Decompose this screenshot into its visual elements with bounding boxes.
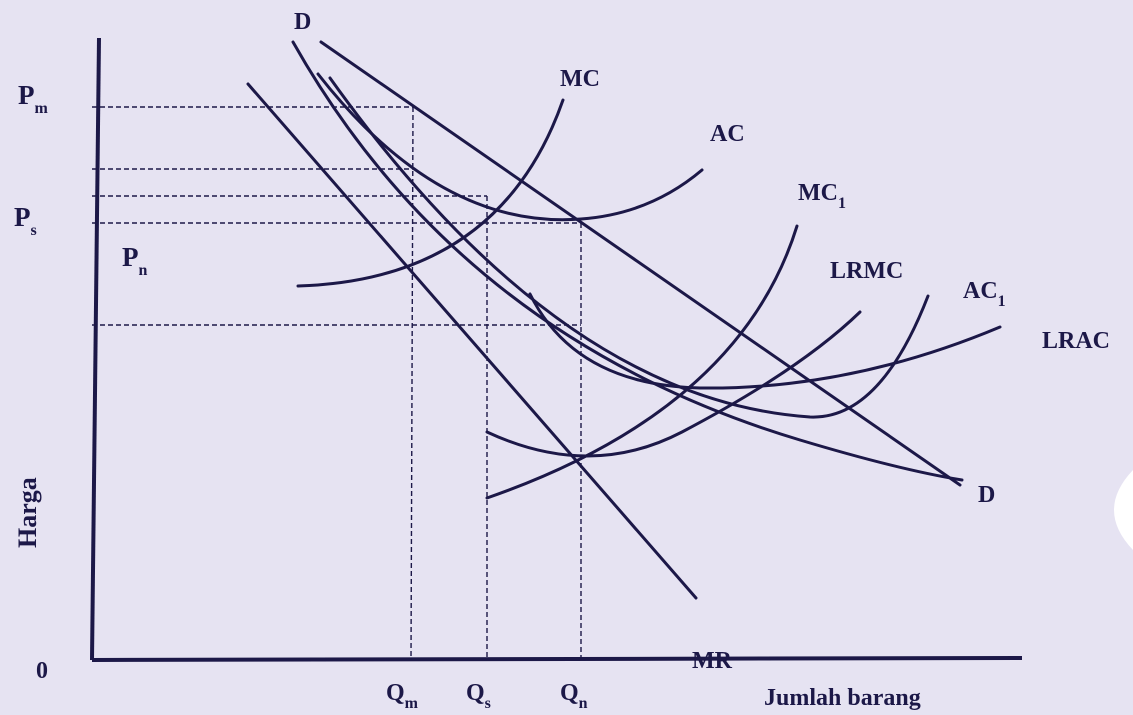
price-label-ps: Ps bbox=[14, 202, 37, 239]
lrac-curve bbox=[328, 76, 930, 419]
mc-label: MC bbox=[560, 66, 600, 92]
mc-curve bbox=[296, 98, 565, 288]
x-axis-label: Jumlah barang bbox=[764, 685, 921, 711]
marginal-revenue-curve bbox=[246, 82, 698, 600]
origin-label: 0 bbox=[36, 658, 48, 684]
ac1-label: AC1 bbox=[963, 278, 1006, 310]
y-axis-label: Harga bbox=[13, 477, 42, 548]
demand-label-bottom: D bbox=[978, 482, 995, 508]
ac1-curve bbox=[528, 292, 1002, 390]
lrac-label: LRAC bbox=[1042, 328, 1110, 354]
demand-curve-outer bbox=[319, 40, 962, 487]
x-axis bbox=[91, 656, 1023, 662]
mc1-curve bbox=[485, 224, 799, 500]
lrmc-label: LRMC bbox=[830, 258, 903, 284]
demand-label-top: D bbox=[294, 9, 311, 35]
guide-qm bbox=[410, 106, 414, 661]
guide-lines bbox=[92, 106, 582, 661]
ac-curve bbox=[316, 72, 704, 222]
quantity-label-qn: Qn bbox=[560, 680, 588, 712]
mr-label: MR bbox=[692, 648, 733, 674]
quantity-label-qs: Qs bbox=[466, 680, 491, 712]
quantity-label-qm: Qm bbox=[386, 680, 419, 712]
y-axis bbox=[90, 37, 101, 661]
decorative-shape bbox=[1114, 470, 1133, 550]
price-label-pm: Pm bbox=[18, 80, 49, 117]
mc1-label: MC1 bbox=[798, 180, 846, 212]
ac-label: AC bbox=[710, 121, 745, 147]
price-label-pn: Pn bbox=[122, 242, 148, 279]
lrmc-curve bbox=[485, 310, 862, 458]
